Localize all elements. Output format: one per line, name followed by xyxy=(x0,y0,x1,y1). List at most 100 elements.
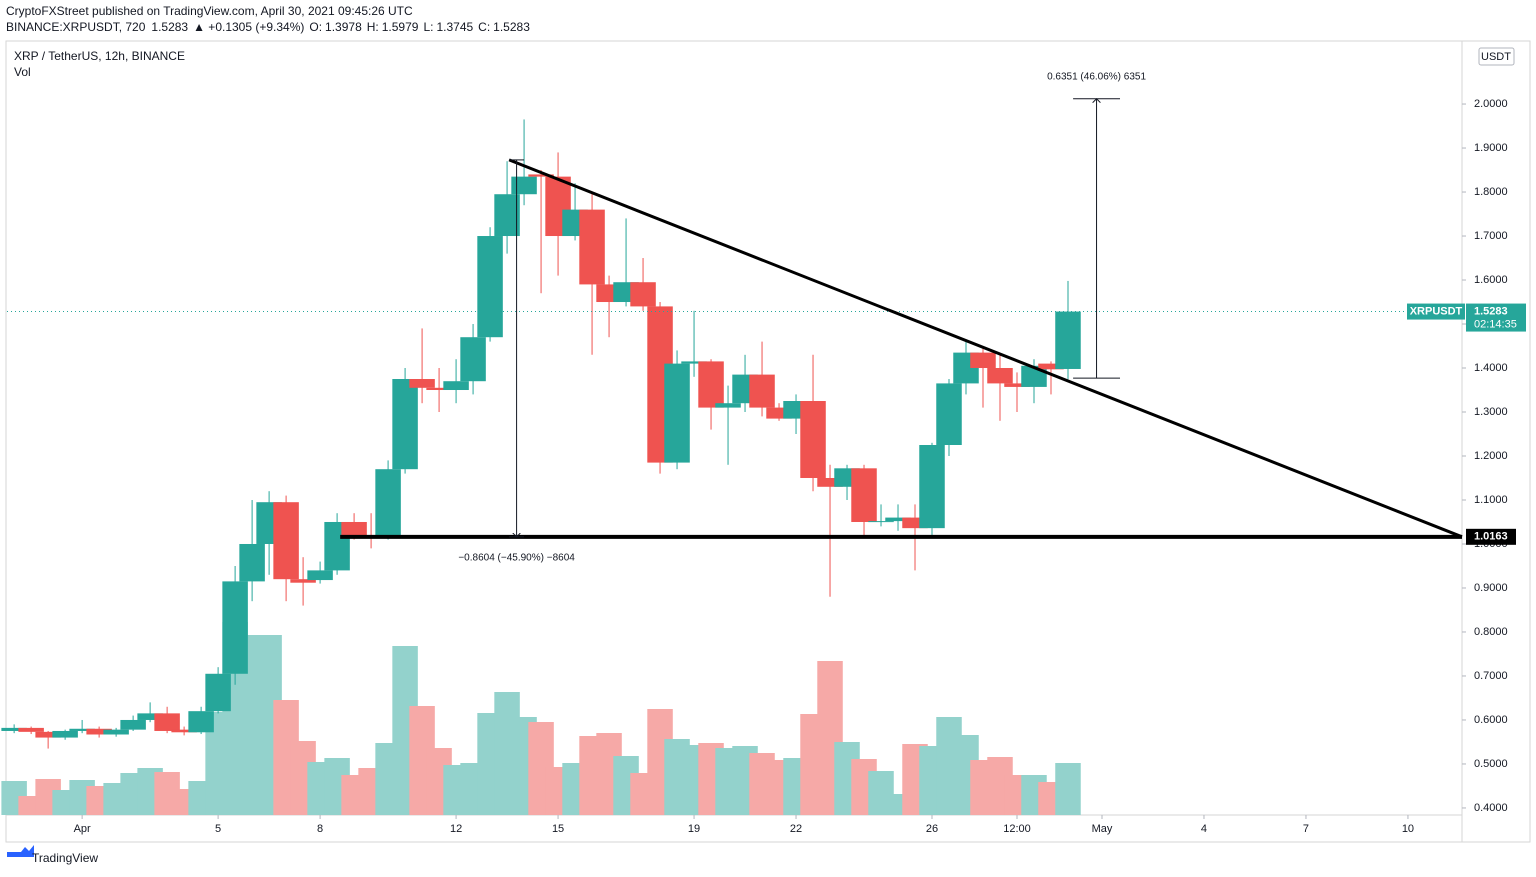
candle-body xyxy=(630,282,656,307)
candle-body xyxy=(766,407,792,419)
candle-body xyxy=(970,352,996,369)
y-tick-label: 1.4000 xyxy=(1474,362,1508,374)
candle-body xyxy=(1,727,27,731)
candle-body xyxy=(120,719,146,730)
symbol-label: XRPUSDT xyxy=(1410,305,1463,317)
candle-body xyxy=(205,673,231,712)
x-tick-label: 12 xyxy=(450,823,462,835)
currency[interactable]: USDT xyxy=(1481,51,1511,63)
x-tick-label: 22 xyxy=(790,823,802,835)
last-price-box xyxy=(1466,303,1526,332)
ohlc-value: 1.5979 xyxy=(382,20,419,34)
publisher: CryptoFXStreet published on TradingView.… xyxy=(6,4,413,18)
candle-body xyxy=(800,401,826,478)
currency-box[interactable] xyxy=(1478,47,1515,66)
candle-body xyxy=(273,502,299,580)
y-tick-label: 0.7000 xyxy=(1474,670,1508,682)
ohlc-label: C: xyxy=(478,20,490,34)
candle-body xyxy=(239,543,265,582)
ohlc-value: 1.5283 xyxy=(493,20,530,34)
candle-body xyxy=(749,374,775,408)
ohlc-label: L: xyxy=(423,20,433,34)
candle-body xyxy=(681,361,707,364)
x-tick-label: 10 xyxy=(1402,823,1414,835)
ohlc-value: 1.3978 xyxy=(325,20,362,34)
x-tick-label: 15 xyxy=(552,823,564,835)
x-tick-label: 12:00 xyxy=(1003,823,1031,835)
candle-body xyxy=(1055,311,1081,369)
support-box xyxy=(1466,528,1516,545)
y-tick-label: 0.9000 xyxy=(1474,582,1508,594)
y-tick-label: 0.6000 xyxy=(1474,714,1508,726)
candle-body xyxy=(426,387,452,391)
ohlc-value: 1.3745 xyxy=(436,20,473,34)
measure-label: −0.8604 (−45.90%) −8604 xyxy=(458,552,575,563)
candle-body xyxy=(1004,383,1030,387)
x-tick-label: May xyxy=(1092,823,1113,835)
candle-body xyxy=(715,403,741,408)
candle-body xyxy=(69,728,95,731)
candle-body xyxy=(919,444,945,529)
y-tick-label: 1.9000 xyxy=(1474,142,1508,154)
countdown: 02:14:35 xyxy=(1474,318,1517,330)
y-tick-label: 1.1000 xyxy=(1474,494,1508,506)
candle-body xyxy=(18,727,44,732)
y-tick-label: 1.3000 xyxy=(1474,406,1508,418)
candle-body xyxy=(528,174,554,177)
x-tick-label: 4 xyxy=(1201,823,1207,835)
candle-body xyxy=(188,711,214,733)
header-price: 1.5283 xyxy=(151,20,188,34)
x-tick-label: 5 xyxy=(215,823,221,835)
candle-body xyxy=(154,713,180,731)
candle-body xyxy=(52,730,78,738)
candle-body xyxy=(222,581,248,674)
header-change: ▲ +0.1305 (+9.34%) xyxy=(193,20,304,34)
candle-body xyxy=(341,521,367,536)
candle-body xyxy=(579,209,605,285)
ohlc-label: O: xyxy=(309,20,322,34)
candle-body xyxy=(902,517,928,529)
candle-body xyxy=(868,521,894,523)
x-tick-label: 26 xyxy=(926,823,938,835)
candle-body xyxy=(290,579,316,583)
x-tick-label: 8 xyxy=(317,823,323,835)
candle-body xyxy=(307,570,333,581)
candle-body xyxy=(460,337,486,382)
y-tick-label: 0.4000 xyxy=(1474,802,1508,814)
candle-body xyxy=(443,381,469,391)
candle-body xyxy=(851,468,877,522)
candle-body xyxy=(664,363,690,463)
candle-body xyxy=(409,379,435,388)
legend-volume: Vol xyxy=(14,65,31,79)
y-tick-label: 1.6000 xyxy=(1474,274,1508,286)
candle-body xyxy=(137,713,163,720)
candle-body xyxy=(35,731,61,738)
y-tick-label: 2.0000 xyxy=(1474,98,1508,110)
candle-body xyxy=(171,729,197,733)
legend-title: XRP / TetherUS, 12h, BINANCE xyxy=(14,49,185,63)
frame xyxy=(5,40,1531,843)
measure-label: 0.6351 (46.06%) 6351 xyxy=(1047,71,1146,82)
symbol-box xyxy=(1407,303,1465,320)
candle-body xyxy=(987,368,1013,384)
y-tick-label: 0.5000 xyxy=(1474,758,1508,770)
y-tick-label: 1.7000 xyxy=(1474,230,1508,242)
y-tick-label: 1.2000 xyxy=(1474,450,1508,462)
support-label: 1.0163 xyxy=(1474,531,1508,543)
candle-body xyxy=(817,477,843,487)
candle-body xyxy=(494,194,520,237)
brand: TradingView xyxy=(32,851,98,865)
ohlc-label: H: xyxy=(367,20,379,34)
candle-body xyxy=(1038,363,1064,370)
candle-body xyxy=(86,728,112,735)
x-tick-label: 19 xyxy=(688,823,700,835)
last-price: 1.5283 xyxy=(1474,305,1508,317)
brand-logo xyxy=(7,845,34,857)
volume-bar xyxy=(1055,763,1081,815)
y-tick-label: 0.8000 xyxy=(1474,626,1508,638)
candle-body xyxy=(936,383,962,445)
trendline xyxy=(508,158,1463,539)
candle-body xyxy=(375,469,401,537)
y-tick-label: 1.8000 xyxy=(1474,186,1508,198)
